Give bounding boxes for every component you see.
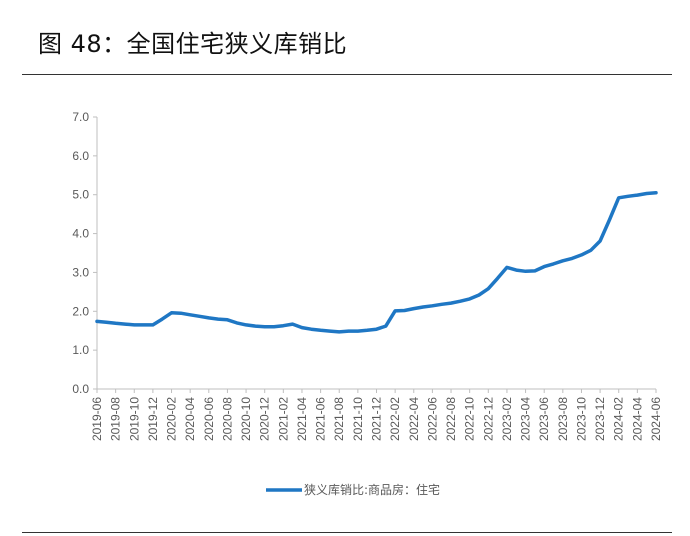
x-tick-label: 2020-10 (239, 397, 253, 441)
x-tick-label: 2019-08 (109, 397, 123, 441)
x-tick-label: 2024-04 (630, 397, 644, 441)
x-tick-label: 2024-02 (612, 397, 626, 441)
y-tick-label: 4.0 (72, 227, 89, 241)
y-tick-label: 1.0 (72, 343, 89, 357)
bottom-divider (22, 532, 672, 533)
x-tick-label: 2022-12 (481, 397, 495, 441)
x-tick-label: 2022-06 (425, 397, 439, 441)
figure-title: 图 48：全国住宅狭义库销比 (38, 30, 348, 58)
x-tick-label: 2022-02 (388, 397, 402, 441)
x-tick-label: 2023-02 (500, 397, 514, 441)
x-tick-label: 2022-08 (444, 397, 458, 441)
y-axis: 0.0 1.0 2.0 3.0 4.0 5.0 6.0 7.0 (72, 110, 98, 396)
x-tick-label: 2022-04 (407, 397, 421, 441)
x-tick-label: 2023-04 (519, 397, 533, 441)
x-tick-label: 2020-02 (165, 397, 179, 441)
x-tick-label: 2023-06 (537, 397, 551, 441)
y-tick-label: 7.0 (72, 110, 89, 124)
x-tick-label: 2019-12 (146, 397, 160, 441)
x-tick-label: 2020-12 (258, 397, 272, 441)
legend: 狭义库销比:商品房：住宅 (266, 482, 440, 497)
x-tick-label: 2023-10 (574, 397, 588, 441)
x-tick-label: 2021-04 (295, 397, 309, 441)
x-tick-label: 2019-06 (90, 397, 104, 441)
y-tick-label: 3.0 (72, 265, 89, 279)
y-tick-label: 0.0 (72, 382, 89, 396)
x-tick-label: 2021-08 (332, 397, 346, 441)
x-tick-label: 2021-10 (351, 397, 365, 441)
y-tick-label: 6.0 (72, 149, 89, 163)
x-tick-label: 2024-06 (649, 397, 663, 441)
x-tick-label: 2023-12 (593, 397, 607, 441)
top-divider (22, 74, 672, 75)
x-tick-label: 2021-12 (370, 397, 384, 441)
y-tick-label: 5.0 (72, 188, 89, 202)
x-tick-label: 2020-08 (220, 397, 234, 441)
x-tick-label: 2021-06 (314, 397, 328, 441)
series-layer (95, 191, 658, 334)
x-tick-label: 2020-06 (202, 397, 216, 441)
legend-label: 狭义库销比:商品房：住宅 (304, 482, 440, 497)
x-axis: 2019-06 2019-08 2019-10 2019-12 2020-02 2020-… (90, 388, 663, 441)
x-tick-label: 2023-08 (556, 397, 570, 441)
y-tick-label: 2.0 (72, 304, 89, 318)
x-tick-label: 2021-02 (276, 397, 290, 441)
x-tick-label: 2019-10 (127, 397, 141, 441)
x-tick-label: 2022-10 (463, 397, 477, 441)
x-tick-label: 2020-04 (183, 397, 197, 441)
series-line (95, 191, 658, 334)
